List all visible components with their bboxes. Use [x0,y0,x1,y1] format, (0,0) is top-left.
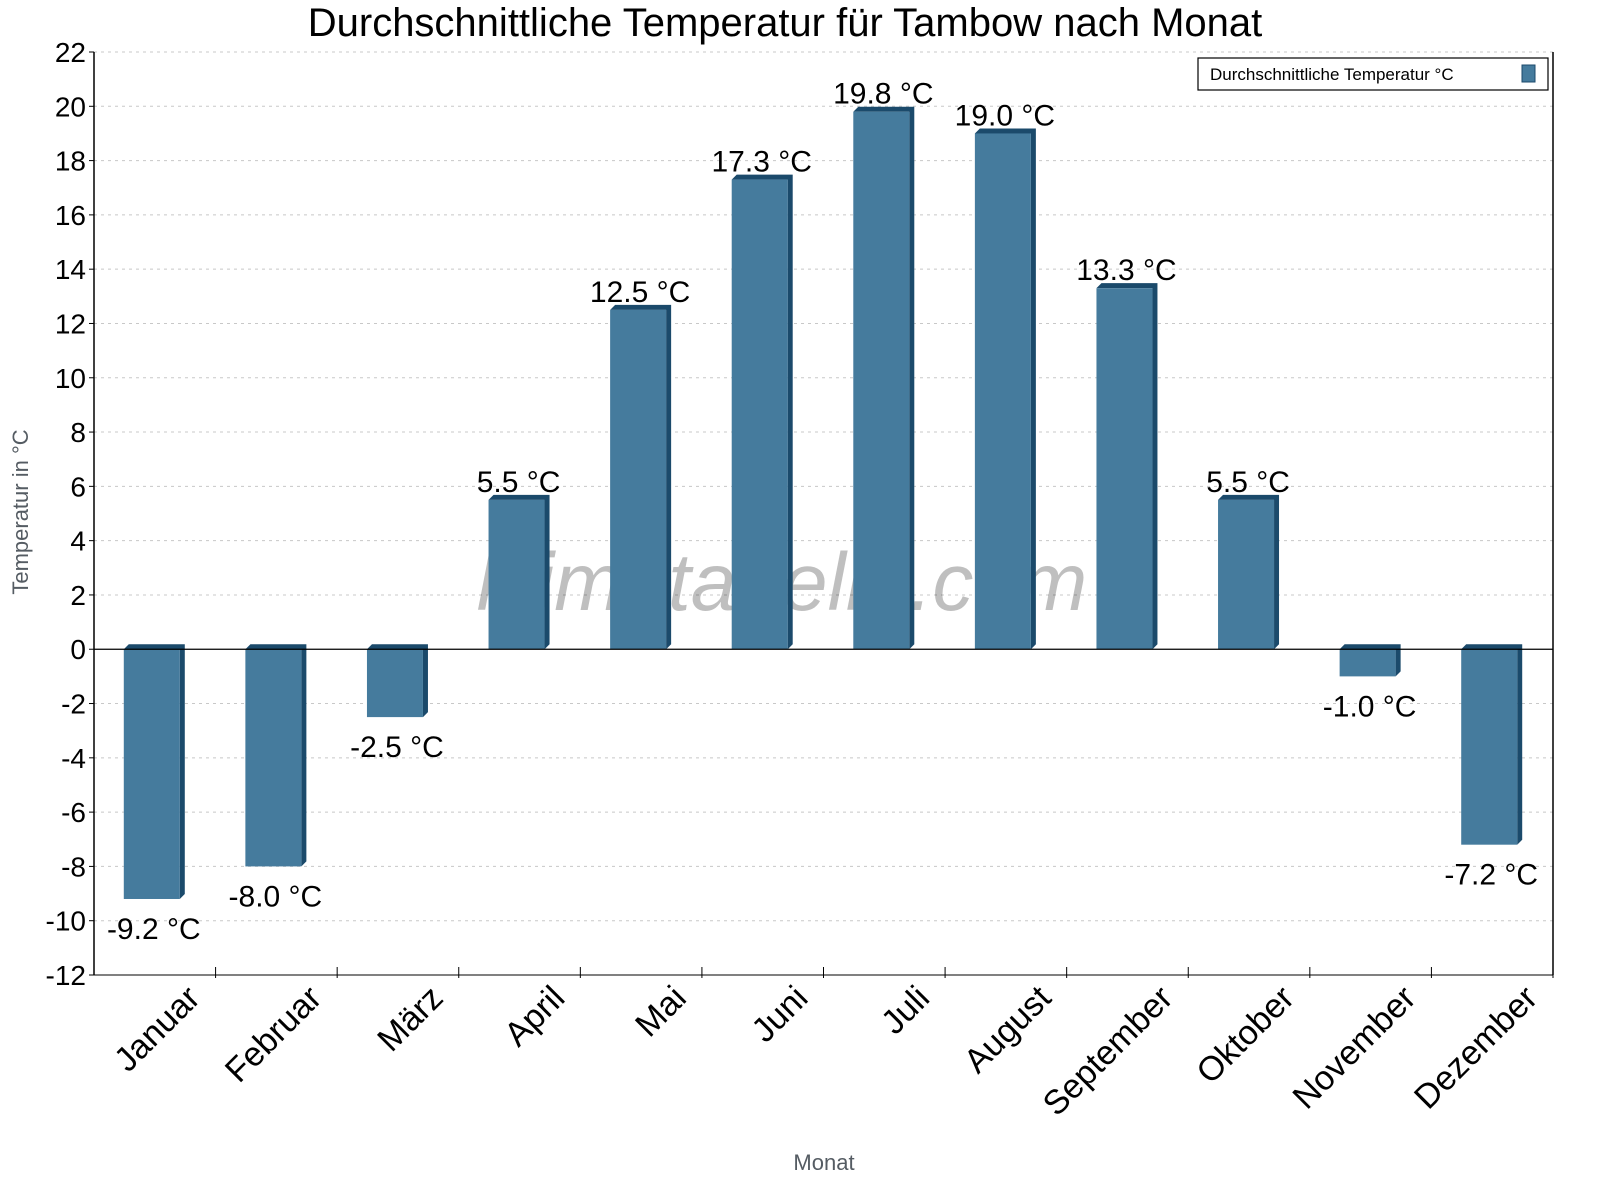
y-tick-label: 16 [55,200,86,231]
bar [731,179,788,650]
data-label: 19.0 °C [955,99,1055,132]
y-tick-label: -10 [46,906,86,937]
bar [1339,649,1396,677]
x-axis-label: Monat [793,1150,854,1175]
x-tick-label: November [1286,979,1424,1117]
y-tick-label: 8 [70,417,86,448]
y-tick-label: 6 [70,471,86,502]
x-tick-label: Oktober [1189,979,1301,1091]
chart-title: Durchschnittliche Temperatur für Tambow … [308,1,1263,45]
y-tick-label: 2 [70,580,86,611]
x-tick-label: Februar [218,979,329,1090]
data-label: 19.8 °C [833,78,933,111]
y-tick-label: -2 [61,689,86,720]
y-tick-label: 0 [70,634,86,665]
bar [1218,499,1275,650]
x-tick-label: Juli [874,979,937,1042]
y-tick-label: -6 [61,797,86,828]
bar [1096,288,1153,650]
bar [123,649,180,899]
data-label: -9.2 °C [107,913,201,946]
data-label: -8.0 °C [229,880,323,913]
legend-label: Durchschnittliche Temperatur °C [1210,65,1454,84]
bar [366,649,423,718]
x-tick-label: Januar [107,979,207,1079]
y-tick-label: 22 [55,37,86,68]
bar [974,133,1031,650]
y-tick-label: 12 [55,308,86,339]
bar-side [1339,644,1401,677]
bar [245,649,302,867]
y-tick-label: 20 [55,91,86,122]
data-label: 13.3 °C [1076,254,1176,287]
x-tick-label: Dezember [1407,979,1545,1117]
y-tick-label: -12 [46,960,86,991]
legend-swatch [1521,64,1536,83]
legend: Durchschnittliche Temperatur °C [1197,57,1549,91]
y-tick-label: 18 [55,146,86,177]
x-tick-label: August [957,978,1059,1080]
x-tick-label: Juni [744,979,815,1050]
data-label: 5.5 °C [1206,466,1290,499]
data-label: 12.5 °C [590,276,690,309]
x-tick-label: März [370,979,450,1059]
y-axis-label: Temperatur in °C [8,429,33,594]
bar [1461,649,1518,845]
x-tick-label: April [497,979,572,1054]
y-tick-label: 10 [55,363,86,394]
data-label: 17.3 °C [712,146,812,179]
data-label: -2.5 °C [350,731,444,764]
bar [488,499,545,650]
data-label: -7.2 °C [1444,859,1538,892]
y-tick-label: 14 [55,254,86,285]
y-tick-label: -8 [61,851,86,882]
x-tick-label: September [1036,979,1180,1123]
data-label: -1.0 °C [1323,690,1417,723]
bar [853,111,910,650]
data-label: 5.5 °C [477,466,561,499]
x-tick-label: Mai [628,979,694,1045]
y-tick-label: 4 [70,526,86,557]
y-tick-label: -4 [61,743,86,774]
bar [610,309,667,650]
